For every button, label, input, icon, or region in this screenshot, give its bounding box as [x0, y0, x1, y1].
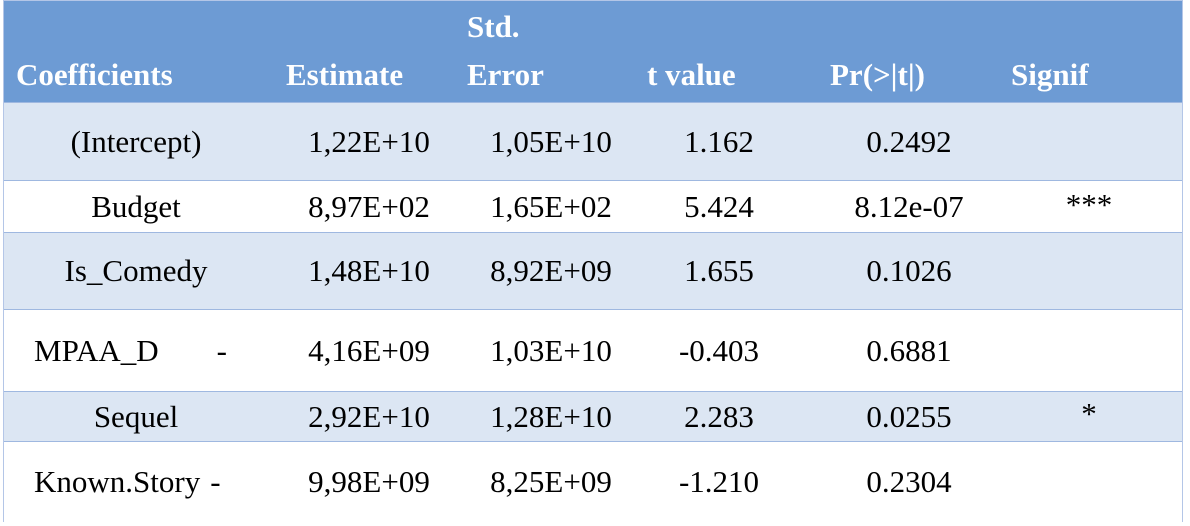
cell-t-value: 2.283: [684, 398, 754, 434]
header-t-value: t value: [647, 57, 736, 92]
table-row: (Intercept) 1,22E+10 1,05E+10 1.162 0.24…: [4, 102, 1182, 180]
cell-estimate: 9,98E+09: [308, 464, 430, 499]
header-coefficients: Coefficients: [16, 57, 173, 92]
coefficient-name-suffix: -: [210, 464, 221, 499]
cell-t-value: 1.162: [684, 123, 754, 159]
cell-signif: ***: [1065, 187, 1113, 222]
cell-coefficient-name: Sequel: [93, 398, 179, 434]
cell-std-error: 1,03E+10: [490, 332, 612, 368]
cell-t-value: -0.403: [678, 332, 760, 368]
cell-t-value: -1.210: [678, 464, 760, 499]
cell-std-error: 1,65E+02: [490, 188, 612, 224]
cell-estimate: 8,97E+02: [308, 188, 430, 224]
header-pr: Pr(>|t|): [830, 57, 925, 92]
table-row: Is_Comedy 1,48E+10 8,92E+09 1.655 0.1026: [4, 232, 1182, 309]
header-signif: Signif: [1011, 57, 1089, 92]
cell-pr: 0.1026: [866, 253, 952, 288]
coefficient-name-suffix: -: [216, 332, 227, 368]
cell-coefficient-name: Known.Story -: [16, 442, 256, 522]
cell-pr: 0.6881: [866, 332, 952, 368]
cell-estimate: 4,16E+09: [308, 332, 430, 368]
cell-estimate: 2,92E+10: [308, 398, 430, 434]
coefficient-name-text: MPAA_D: [34, 332, 159, 368]
cell-estimate: 1,22E+10: [308, 123, 430, 159]
regression-coefficients-table: Coefficients Estimate Std. Error t value…: [3, 0, 1183, 522]
header-estimate: Estimate: [286, 57, 404, 92]
cell-t-value: 1.655: [684, 253, 754, 288]
cell-coefficient-name: MPAA_D -: [16, 310, 256, 391]
coefficient-name-text: Known.Story: [34, 464, 201, 499]
header-std-error-line1: Std.: [467, 9, 520, 44]
cell-std-error: 8,25E+09: [490, 464, 612, 499]
table-header-row: Coefficients Estimate Std. Error t value…: [4, 1, 1182, 102]
cell-std-error: 1,28E+10: [490, 398, 612, 434]
table-row: MPAA_D - 4,16E+09 1,03E+10 -0.403 0.6881: [4, 309, 1182, 391]
cell-pr: 0.2492: [866, 123, 952, 159]
cell-coefficient-name: Budget: [91, 188, 181, 224]
cell-signif: [1014, 310, 1164, 391]
cell-pr: 0.2304: [866, 464, 952, 499]
table-row: Budget 8,97E+02 1,65E+02 5.424 8.12e-07 …: [4, 180, 1182, 232]
table-row: Sequel 2,92E+10 1,28E+10 2.283 0.0255 *: [4, 391, 1182, 441]
cell-signif: [1014, 233, 1164, 309]
cell-signif: [1014, 442, 1164, 522]
cell-estimate: 1,48E+10: [308, 253, 430, 288]
cell-signif: [1014, 103, 1164, 180]
cell-std-error: 1,05E+10: [490, 123, 612, 159]
cell-signif: *: [1081, 396, 1097, 431]
cell-std-error: 8,92E+09: [490, 253, 612, 288]
cell-pr: 8.12e-07: [854, 188, 964, 224]
cell-coefficient-name: Is_Comedy: [64, 253, 208, 288]
header-std-error-line2: Error: [467, 57, 544, 92]
cell-pr: 0.0255: [866, 398, 952, 434]
cell-t-value: 5.424: [684, 188, 754, 224]
cell-coefficient-name: (Intercept): [70, 123, 202, 159]
table-row: Known.Story - 9,98E+09 8,25E+09 -1.210 0…: [4, 441, 1182, 522]
